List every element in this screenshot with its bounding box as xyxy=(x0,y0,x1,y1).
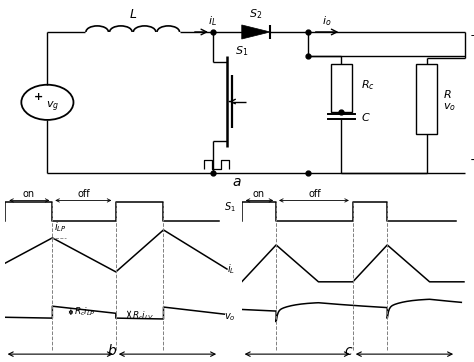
Text: $R$: $R$ xyxy=(443,88,452,100)
Text: $L$: $L$ xyxy=(128,8,137,21)
Text: $c$: $c$ xyxy=(344,344,354,358)
Text: $i_{LP}$: $i_{LP}$ xyxy=(55,220,67,234)
Bar xyxy=(416,64,437,134)
Text: $i_o$: $i_o$ xyxy=(322,14,332,28)
Text: $S_1$: $S_1$ xyxy=(235,44,248,58)
Text: $b$: $b$ xyxy=(107,343,117,358)
Text: $a$: $a$ xyxy=(232,174,242,189)
Polygon shape xyxy=(242,25,270,39)
Text: $i_L$: $i_L$ xyxy=(208,14,217,28)
Text: $R_c$: $R_c$ xyxy=(361,78,375,92)
Text: $i_L$: $i_L$ xyxy=(228,262,236,276)
Text: $S_1$: $S_1$ xyxy=(224,200,236,214)
Text: $T_s$: $T_s$ xyxy=(54,360,67,362)
Text: $R_c i_{LV}$: $R_c i_{LV}$ xyxy=(132,310,155,322)
Text: $R_c i_{LP}$: $R_c i_{LP}$ xyxy=(74,306,96,319)
Text: $T_s$: $T_s$ xyxy=(291,360,304,362)
Text: $S_2$: $S_2$ xyxy=(249,8,263,21)
Text: off: off xyxy=(78,189,91,199)
Text: $v_o$: $v_o$ xyxy=(443,101,456,113)
Text: $C$: $C$ xyxy=(361,111,371,123)
Text: on: on xyxy=(253,189,265,199)
Text: $-$: $-$ xyxy=(469,153,474,167)
Text: $v_o$: $v_o$ xyxy=(224,311,236,323)
Text: on: on xyxy=(22,189,35,199)
Text: $T_s$: $T_s$ xyxy=(161,360,174,362)
Text: +: + xyxy=(34,92,44,102)
Text: $+$: $+$ xyxy=(469,29,474,42)
Text: off: off xyxy=(308,189,321,199)
Text: $T_s$: $T_s$ xyxy=(398,360,411,362)
Text: $v_g$: $v_g$ xyxy=(46,100,60,114)
Bar xyxy=(331,64,352,112)
